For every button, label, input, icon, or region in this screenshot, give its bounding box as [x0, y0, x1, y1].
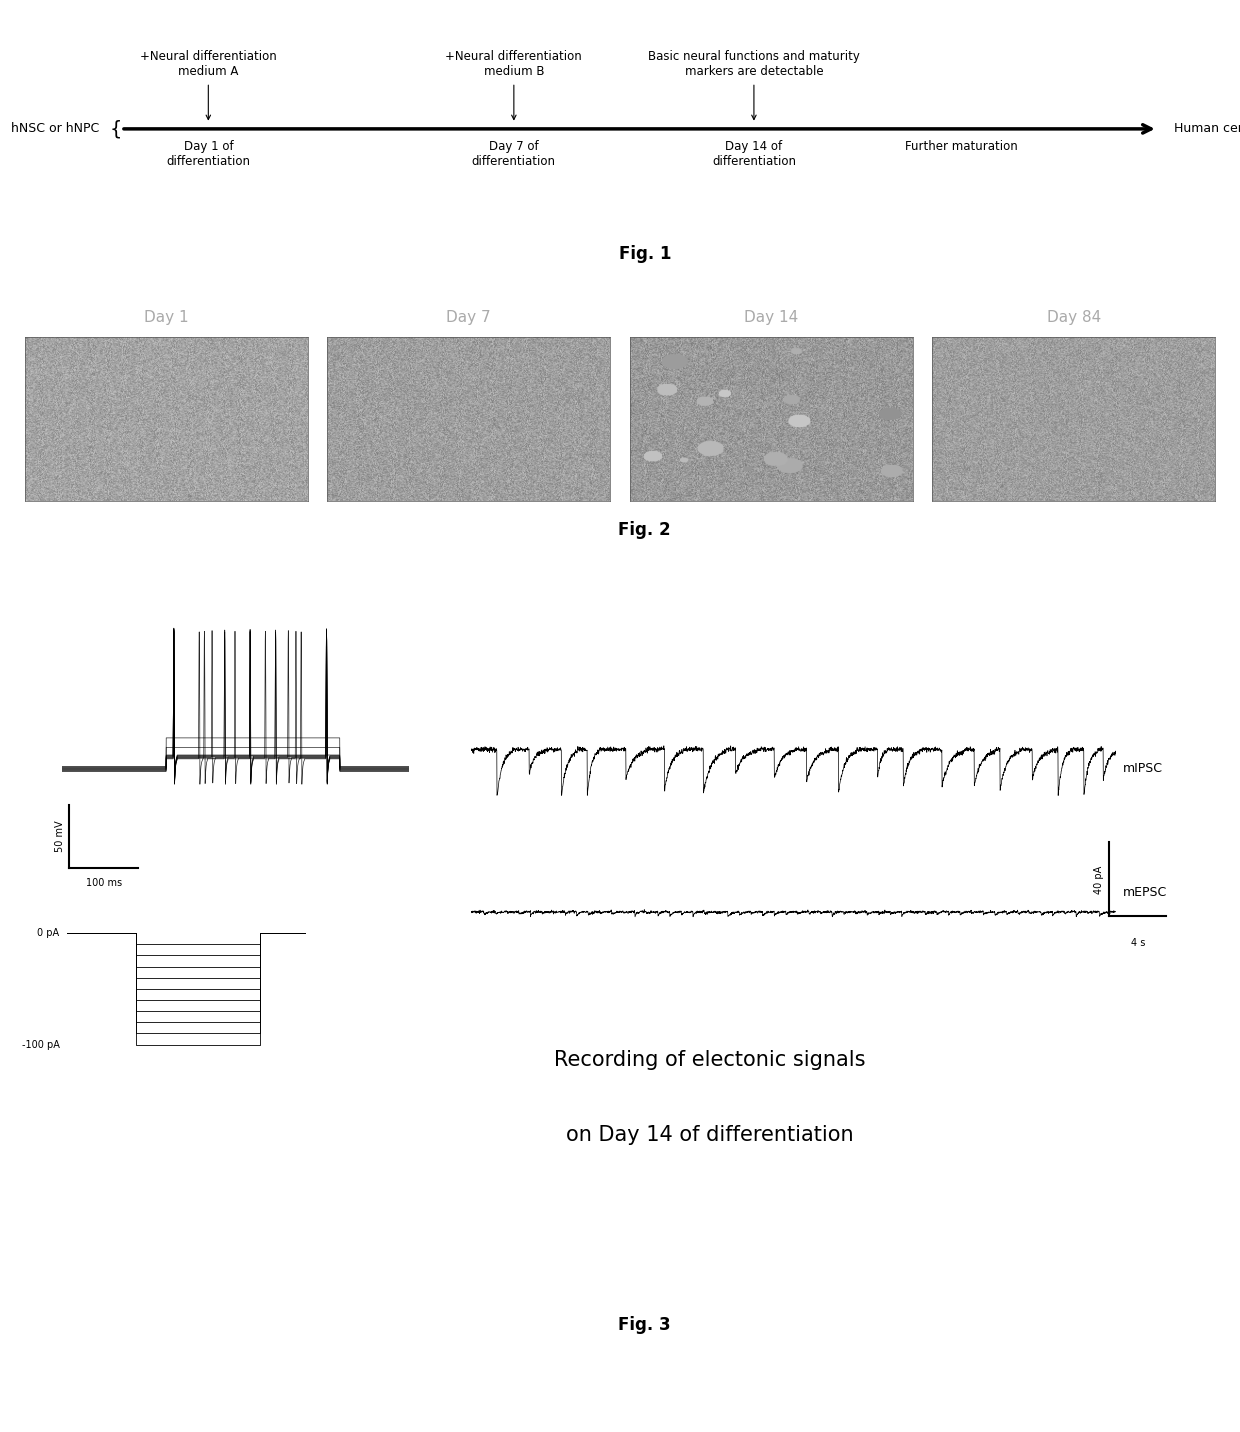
- Text: Fig. 3: Fig. 3: [619, 1316, 671, 1333]
- Text: Fig. 2: Fig. 2: [619, 521, 671, 538]
- Text: Day 1: Day 1: [144, 311, 188, 325]
- Text: 0 pA: 0 pA: [37, 928, 60, 938]
- Text: mIPSC: mIPSC: [1122, 762, 1162, 775]
- Text: Further maturation: Further maturation: [905, 139, 1018, 153]
- Text: Day 14: Day 14: [744, 311, 799, 325]
- Text: on Day 14 of differentiation: on Day 14 of differentiation: [567, 1126, 853, 1144]
- Text: 40 pA: 40 pA: [1094, 866, 1104, 894]
- Text: hNSC or hNPC: hNSC or hNPC: [11, 122, 99, 136]
- Text: Human cerebral neural cells: Human cerebral neural cells: [1174, 122, 1240, 136]
- Text: 4 s: 4 s: [1131, 938, 1145, 948]
- Text: 100 ms: 100 ms: [86, 878, 122, 888]
- Text: +Neural differentiation
medium A: +Neural differentiation medium A: [140, 50, 277, 79]
- Text: {: {: [109, 119, 122, 139]
- Text: Basic neural functions and maturity
markers are detectable: Basic neural functions and maturity mark…: [649, 50, 859, 79]
- Text: Day 7: Day 7: [446, 311, 491, 325]
- Text: Day 1 of
differentiation: Day 1 of differentiation: [166, 139, 250, 168]
- Text: Day 84: Day 84: [1047, 311, 1101, 325]
- Text: Day 7 of
differentiation: Day 7 of differentiation: [472, 139, 556, 168]
- Text: -100 pA: -100 pA: [21, 1040, 60, 1050]
- Text: 50 mV: 50 mV: [56, 821, 66, 852]
- Text: Fig. 1: Fig. 1: [619, 245, 671, 263]
- Text: +Neural differentiation
medium B: +Neural differentiation medium B: [445, 50, 583, 79]
- Text: Day 14 of
differentiation: Day 14 of differentiation: [712, 139, 796, 168]
- Text: mEPSC: mEPSC: [1122, 886, 1167, 899]
- Text: Recording of electonic signals: Recording of electonic signals: [554, 1051, 866, 1070]
